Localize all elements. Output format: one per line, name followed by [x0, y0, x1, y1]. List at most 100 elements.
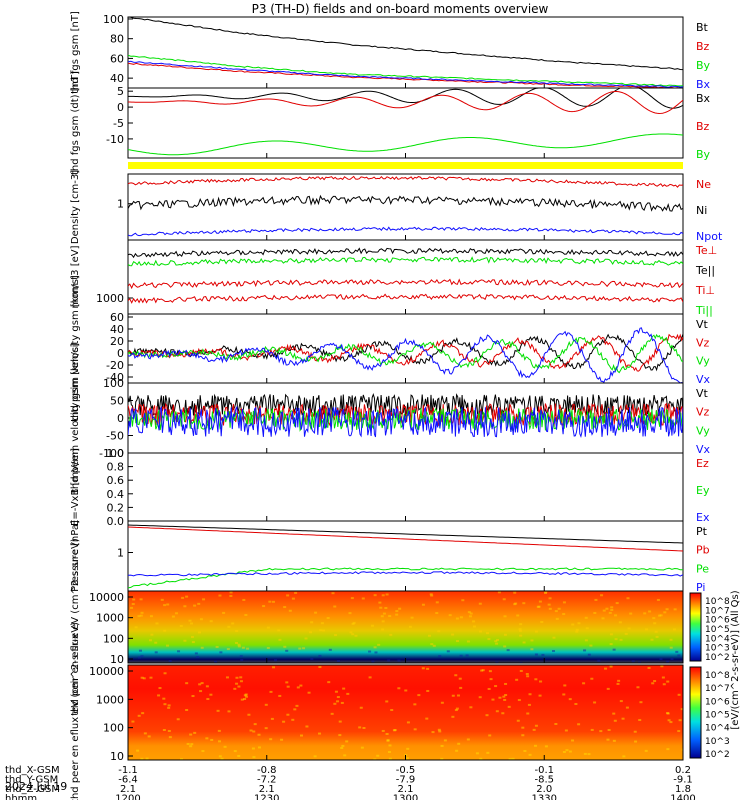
heatmap-cell [237, 645, 241, 648]
heatmap-cell [330, 712, 334, 715]
legend-Bx: Bx [696, 92, 711, 105]
heatmap-cell [163, 629, 167, 632]
colorbar-tick-label: 10^6 [705, 616, 730, 626]
heatmap-cell [388, 615, 392, 618]
heatmap-cell [361, 597, 365, 600]
heatmap-cell [610, 608, 614, 611]
heatmap-cell [205, 737, 209, 740]
heatmap-cell [534, 724, 538, 727]
heatmap-cell [451, 694, 455, 697]
series-Ne [128, 175, 683, 188]
heatmap-cell [283, 645, 287, 648]
heatmap-cell [235, 676, 239, 679]
heatmap-cell [333, 702, 337, 705]
heatmap-cell [503, 615, 507, 618]
legend-Pt: Pt [696, 525, 708, 538]
heatmap-cell [191, 695, 195, 698]
heatmap-cell [665, 608, 669, 611]
heatmap-cell [437, 630, 441, 633]
series-Ti|| [128, 256, 683, 267]
heatmap-cell [548, 607, 552, 610]
heatmap-cell [340, 701, 344, 704]
heatmap-cell [288, 609, 292, 612]
heatmap-cell [334, 690, 338, 693]
heatmap-cell [258, 746, 262, 749]
heatmap-cell [219, 651, 223, 654]
heatmap-cell [385, 733, 389, 736]
heatmap-cell [360, 746, 364, 749]
heatmap-cell [266, 626, 270, 629]
heatmap-cell [513, 603, 517, 606]
heatmap-cell [614, 614, 618, 617]
heatmap-cell [677, 693, 681, 696]
y-tick-label: 1000 [96, 693, 124, 706]
heatmap-cell [440, 701, 444, 704]
heatmap-cell [185, 595, 189, 598]
heatmap-cell [180, 758, 184, 760]
legend-Bz: Bz [696, 40, 710, 53]
legend-Bx: Bx [696, 78, 711, 91]
heatmap-cell [387, 751, 391, 754]
series-lines [128, 88, 683, 156]
heatmap-cell [277, 629, 281, 632]
heatmap-cell [626, 597, 630, 600]
heatmap-cell [239, 676, 243, 679]
heatmap-cell [295, 704, 299, 707]
heatmap-cell [455, 617, 459, 620]
heatmap-cell [604, 667, 608, 670]
heatmap-cell [454, 709, 458, 712]
heatmap-cell [251, 747, 255, 750]
heatmap-cell [593, 701, 597, 704]
heatmap-cell [160, 598, 164, 601]
footer-value: -1.1 [118, 765, 138, 776]
heatmap-cell [565, 749, 569, 752]
heatmap-cell [132, 598, 136, 601]
heatmap-cell [526, 675, 530, 678]
heatmap-cell [487, 638, 491, 641]
heatmap-cell [270, 717, 274, 720]
heatmap-cell [518, 629, 522, 632]
footer-label: thd_X-GSM [5, 765, 60, 776]
colorbar-tick-label: 10^3 [705, 737, 730, 747]
heatmap-cell [530, 639, 534, 642]
heatmap-cell [395, 610, 399, 613]
heatmap-cell [181, 596, 185, 599]
heatmap-cell [291, 597, 295, 600]
colorbar-tick-label: 10^8 [705, 671, 730, 681]
heatmap-cell [583, 649, 587, 652]
heatmap-cell [487, 687, 491, 690]
series-Bz [128, 91, 683, 115]
heatmap-cell [201, 750, 205, 753]
heatmap-cell [602, 609, 606, 612]
heatmap-cell [354, 634, 358, 637]
heatmap-cell [167, 706, 171, 709]
y-axis-label: thd fgs gsm [nT] [70, 11, 81, 94]
series-Pt [128, 524, 683, 544]
heatmap-cell [590, 728, 594, 731]
heatmap-cell [294, 591, 298, 594]
series-Ti⊥ [128, 293, 683, 304]
footer-value: 1.8 [675, 784, 691, 795]
heatmap-cell [320, 622, 324, 625]
y-tick-label: 40 [110, 323, 124, 336]
y-tick-label: -50 [106, 430, 124, 443]
heatmap-cell [521, 734, 525, 737]
heatmap-cell [381, 628, 385, 631]
heatmap-cell [253, 723, 257, 726]
heatmap-cell [507, 705, 511, 708]
heatmap-cell [599, 730, 603, 733]
heatmap-cell [379, 606, 383, 609]
legend-Te||: Te|| [695, 264, 715, 277]
date-label: 2024 Jul 19 [5, 780, 67, 793]
heatmap-cell [438, 730, 442, 733]
series-By [128, 54, 683, 87]
heatmap-cell [168, 659, 172, 662]
colorbar-label: [eV/(cm^2-s-sr-eV)] (All Qs) [730, 590, 741, 729]
heatmap-cell [494, 640, 498, 643]
heatmap-cell [456, 640, 460, 643]
heatmap-cell [648, 610, 652, 613]
heatmap-cell [240, 659, 244, 662]
heatmap-cell [494, 685, 498, 688]
heatmap-cell [413, 728, 417, 731]
